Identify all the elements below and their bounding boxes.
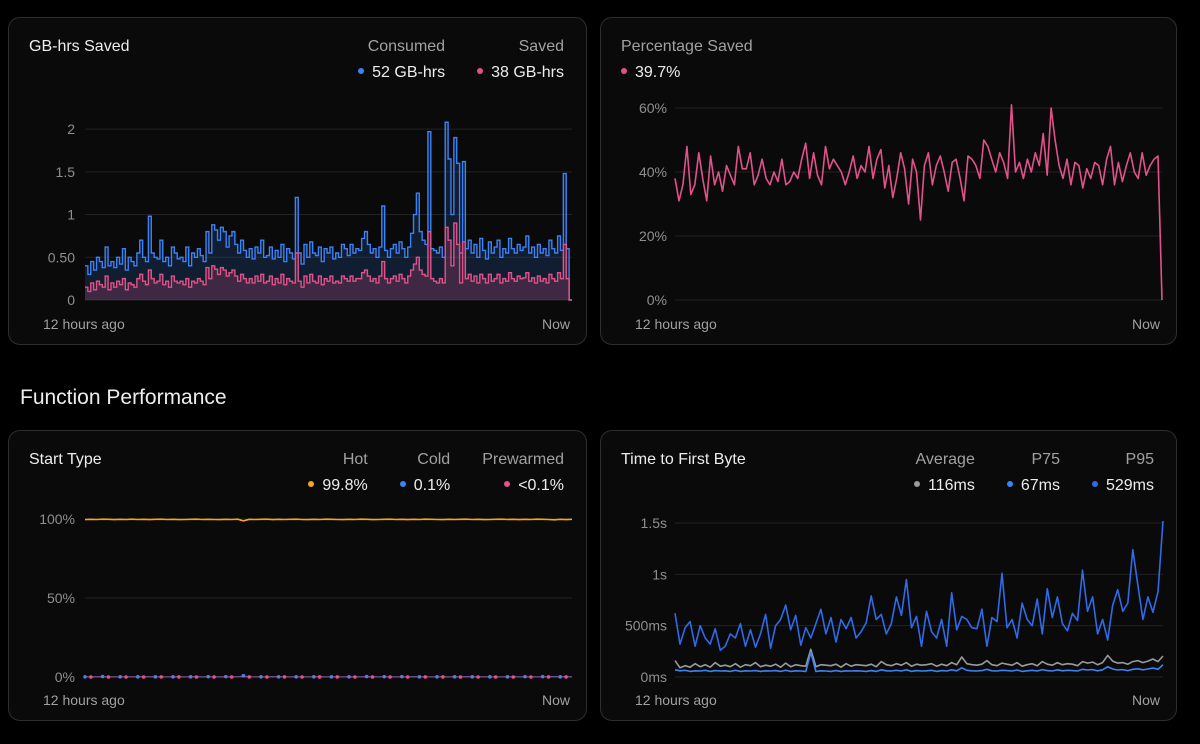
legend-dot — [1006, 480, 1013, 487]
gb-hrs-plot[interactable]: 0 0.50 1 1.5 2 — [9, 18, 588, 346]
y-tick-label: 0% — [647, 292, 667, 308]
card-title: GB-hrs Saved — [29, 38, 130, 55]
legend-dot — [477, 67, 484, 74]
legend-dot — [358, 67, 365, 74]
y-tick-label: 0.50 — [48, 249, 75, 265]
legend-item-hot[interactable]: Hot 99.8% — [308, 451, 368, 495]
legend-name: P75 — [1031, 451, 1060, 468]
legend-value: 67ms — [1020, 477, 1060, 494]
legend-value: 116ms — [928, 477, 975, 494]
legend-value: 39.7% — [635, 64, 681, 81]
legend-value: <0.1% — [518, 477, 564, 494]
legend-name: P95 — [1125, 451, 1154, 468]
percentage-saved-card: Percentage Saved 39.7% 0% 20% 40% 60% 12 ho… — [600, 17, 1177, 345]
y-tick-label: 1.5 — [56, 164, 76, 180]
series-line-p75 — [674, 651, 1164, 673]
y-tick-label: 0% — [55, 669, 75, 685]
legend-dot — [914, 480, 920, 487]
series-line-average — [674, 648, 1164, 669]
series-point-cold — [83, 675, 87, 679]
series-line-saved % — [674, 104, 1163, 301]
series-area-saved — [85, 223, 572, 300]
legend: Average 116ms P75 67ms P95 529ms — [914, 451, 1154, 495]
x-end-label: Now — [1131, 316, 1160, 332]
series-line-p95 — [674, 520, 1164, 652]
y-tick-label: 20% — [639, 228, 667, 244]
legend-value: 0.1% — [413, 477, 451, 494]
legend-name: Saved — [518, 38, 564, 55]
legend-item-p95[interactable]: P95 529ms — [1091, 451, 1154, 495]
x-start-label: 12 hours ago — [635, 692, 717, 708]
legend: Hot 99.8% Cold 0.1% Prewarmed <0.1% — [308, 451, 564, 495]
x-start-label: 12 hours ago — [43, 692, 125, 708]
legend-value: 52 GB-hrs — [372, 64, 446, 81]
legend-dot — [1091, 480, 1098, 487]
start-type-plot[interactable]: 0% 50% 100% — [9, 431, 588, 722]
x-end-label: Now — [541, 692, 570, 708]
y-tick-label: 1 — [67, 207, 75, 223]
percentage-saved-plot[interactable]: 0% 20% 40% 60% — [601, 18, 1178, 346]
card-title: Percentage Saved — [621, 38, 753, 55]
y-tick-label: 0ms — [641, 669, 667, 685]
legend: Consumed 52 GB-hrs Saved 38 GB-hrs — [358, 38, 564, 82]
legend-name: Prewarmed — [482, 451, 564, 468]
legend: Percentage Saved 39.7% — [621, 38, 753, 82]
y-tick-label: 40% — [639, 164, 667, 180]
legend-item-prewarmed[interactable]: Prewarmed <0.1% — [482, 451, 564, 495]
legend-name: Hot — [342, 451, 368, 468]
y-tick-label: 2 — [67, 121, 75, 137]
legend-dot — [504, 480, 511, 487]
card-title: Time to First Byte — [621, 451, 746, 468]
x-end-label: Now — [1131, 692, 1160, 708]
x-start-label: 12 hours ago — [635, 316, 717, 332]
y-tick-label: 1.5s — [641, 515, 667, 531]
y-tick-label: 50% — [47, 590, 75, 606]
legend-dot — [621, 67, 627, 74]
y-tick-label: 500ms — [625, 618, 667, 634]
legend-name: Average — [915, 451, 975, 468]
legend-item-cold[interactable]: Cold 0.1% — [399, 451, 451, 495]
ttfb-card: Time to First Byte Average 116ms P75 67m… — [600, 430, 1177, 721]
legend-item-saved[interactable]: Saved 38 GB-hrs — [477, 38, 564, 82]
legend-item-p75[interactable]: P75 67ms — [1006, 451, 1060, 495]
series-line-consumed — [85, 121, 572, 301]
series-line-hot — [84, 518, 573, 522]
y-tick-label: 1s — [652, 566, 667, 582]
legend-dot — [308, 480, 315, 487]
section-title: Function Performance — [20, 386, 227, 409]
legend-value: 99.8% — [322, 477, 368, 494]
legend-value: 38 GB-hrs — [491, 64, 564, 81]
legend-item-consumed[interactable]: Consumed 52 GB-hrs — [358, 38, 445, 82]
series-line-saved — [85, 222, 572, 301]
gb-hrs-saved-card: GB-hrs Saved Consumed 52 GB-hrs Saved 38… — [8, 17, 587, 345]
card-title: Start Type — [29, 451, 102, 468]
y-tick-label: 100% — [39, 511, 75, 527]
start-type-card: Start Type Hot 99.8% Cold 0.1% Prewarmed… — [8, 430, 587, 721]
series-area-consumed — [85, 122, 572, 300]
x-end-label: Now — [541, 316, 570, 332]
y-tick-label: 0 — [67, 292, 75, 308]
legend-name: Cold — [417, 451, 451, 468]
y-tick-label: 60% — [639, 100, 667, 116]
legend-name: Consumed — [367, 38, 446, 55]
legend-item-average[interactable]: Average 116ms — [914, 451, 975, 495]
x-start-label: 12 hours ago — [43, 316, 125, 332]
ttfb-plot[interactable]: 0ms 500ms 1s 1.5s — [601, 431, 1178, 722]
legend-dot — [399, 480, 406, 487]
legend-value: 529ms — [1105, 477, 1154, 494]
